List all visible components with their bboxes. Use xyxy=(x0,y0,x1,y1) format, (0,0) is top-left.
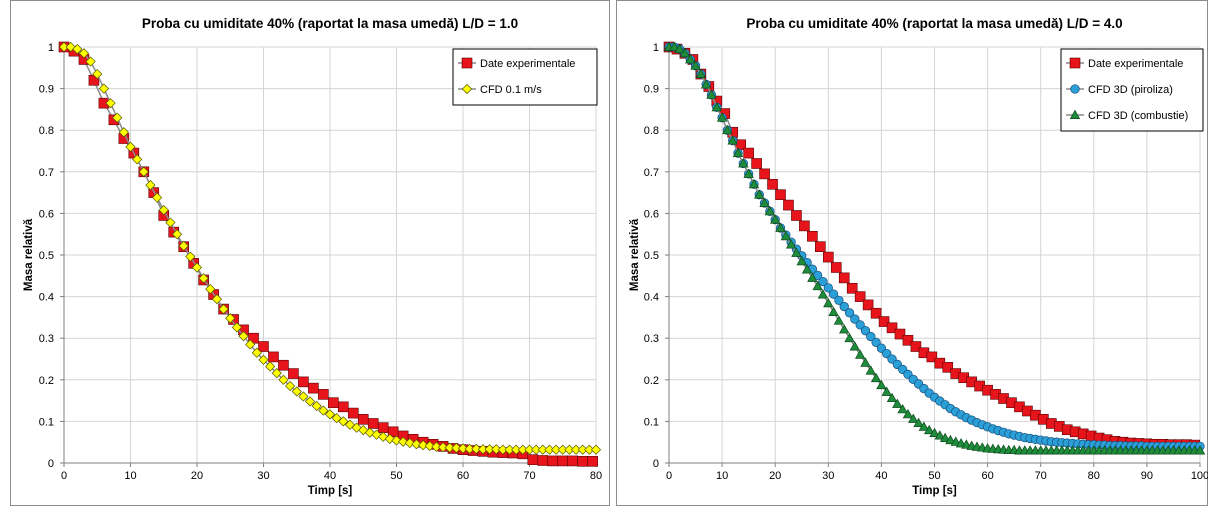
data-point xyxy=(815,242,825,252)
y-tick-label: 0.8 xyxy=(644,125,659,137)
y-tick-label: 1 xyxy=(653,42,659,54)
x-tick-label: 40 xyxy=(324,470,336,482)
legend-marker xyxy=(1071,85,1080,94)
y-tick-label: 0.2 xyxy=(644,375,659,387)
legend-label: CFD 0.1 m/s xyxy=(480,84,542,96)
x-tick-label: 0 xyxy=(61,470,67,482)
y-tick-label: 0.7 xyxy=(644,167,659,179)
data-point xyxy=(288,369,298,379)
legend-label: CFD 3D (combustie) xyxy=(1088,110,1188,122)
y-tick-label: 0.9 xyxy=(644,84,659,96)
y-tick-label: 0 xyxy=(48,458,54,470)
x-tick-label: 80 xyxy=(590,470,602,482)
y-tick-label: 0.4 xyxy=(644,292,659,304)
data-point xyxy=(538,456,548,466)
x-tick-label: 50 xyxy=(390,470,402,482)
data-point xyxy=(348,408,358,418)
data-point xyxy=(338,402,348,412)
y-tick-label: 0.3 xyxy=(39,333,54,345)
x-tick-label: 20 xyxy=(191,470,203,482)
data-point xyxy=(268,352,278,362)
data-point xyxy=(760,169,770,179)
y-tick-label: 0.1 xyxy=(39,416,54,428)
x-tick-label: 50 xyxy=(928,470,940,482)
y-tick-label: 0.5 xyxy=(644,250,659,262)
x-axis-label: Timp [s] xyxy=(308,485,353,497)
data-point xyxy=(588,456,598,466)
legend-label: Date experimentale xyxy=(480,58,575,70)
x-tick-label: 60 xyxy=(457,470,469,482)
data-point xyxy=(378,423,388,433)
x-tick-label: 10 xyxy=(716,470,728,482)
chart-panel-2: 0 10 20 30 40 50 60 70 80 90 100 0 0.1 0.2 0.3 0.4 0.5 0.… xyxy=(617,1,1208,506)
legend-marker xyxy=(1070,58,1080,68)
data-point xyxy=(328,398,338,408)
data-point xyxy=(308,383,318,393)
y-tick-label: 0.3 xyxy=(644,333,659,345)
y-axis-label: Masa relativă xyxy=(23,218,35,291)
data-point xyxy=(558,456,568,466)
data-point xyxy=(259,342,269,352)
data-point xyxy=(278,360,288,370)
chart-title: Proba cu umiditate 40% (raportat la masa… xyxy=(746,16,1122,31)
data-point xyxy=(578,456,588,466)
data-point xyxy=(568,456,578,466)
data-point xyxy=(791,210,801,220)
x-tick-label: 80 xyxy=(1088,470,1100,482)
y-tick-label: 0.2 xyxy=(39,375,54,387)
data-point xyxy=(776,190,786,200)
x-tick-label: 100 xyxy=(1191,470,1208,482)
x-tick-label: 40 xyxy=(875,470,887,482)
x-tick-label: 90 xyxy=(1141,470,1153,482)
chart-title: Proba cu umiditate 40% (raportat la masa… xyxy=(142,16,518,31)
y-tick-label: 0.4 xyxy=(39,292,54,304)
data-point xyxy=(368,418,378,428)
legend-label: Date experimentale xyxy=(1088,58,1183,70)
x-tick-label: 10 xyxy=(124,470,136,482)
data-point xyxy=(823,252,833,262)
legend: Date experimentale CFD 3D (piroliza) CFD 3… xyxy=(1061,49,1203,131)
legend-label: CFD 3D (piroliza) xyxy=(1088,84,1173,96)
x-axis-label: Timp [s] xyxy=(912,485,957,497)
y-axis-label: Masa relativă xyxy=(629,218,641,291)
data-point xyxy=(807,231,817,241)
y-tick-label: 1 xyxy=(48,42,54,54)
x-tick-label: 30 xyxy=(822,470,834,482)
x-tick-label: 0 xyxy=(666,470,672,482)
y-tick-label: 0.6 xyxy=(644,208,659,220)
y-tick-label: 0.5 xyxy=(39,250,54,262)
y-tick-label: 0.9 xyxy=(39,84,54,96)
data-point xyxy=(318,389,328,399)
x-tick-label: 70 xyxy=(1035,470,1047,482)
chart-panel-1: 0 10 20 30 40 50 60 70 80 0 0.1 0.2 0.3 0.4 0.5 0.6 0.7 0… xyxy=(11,1,610,506)
data-point xyxy=(752,158,762,168)
data-point xyxy=(839,273,849,283)
data-point xyxy=(783,200,793,210)
data-point xyxy=(298,377,308,387)
legend: Date experimentale CFD 0.1 m/s xyxy=(453,49,597,105)
data-point xyxy=(799,221,809,231)
y-tick-label: 0.1 xyxy=(644,416,659,428)
x-tick-label: 30 xyxy=(257,470,269,482)
data-point xyxy=(768,179,778,189)
x-tick-label: 70 xyxy=(523,470,535,482)
x-tick-label: 20 xyxy=(769,470,781,482)
data-point xyxy=(831,262,841,272)
y-tick-label: 0.8 xyxy=(39,125,54,137)
data-point xyxy=(358,414,368,424)
legend-marker xyxy=(462,58,472,68)
data-point xyxy=(548,456,558,466)
x-tick-label: 60 xyxy=(981,470,993,482)
data-point xyxy=(528,455,538,465)
y-tick-label: 0 xyxy=(653,458,659,470)
data-point xyxy=(744,148,754,158)
y-tick-label: 0.6 xyxy=(39,208,54,220)
y-tick-label: 0.7 xyxy=(39,167,54,179)
